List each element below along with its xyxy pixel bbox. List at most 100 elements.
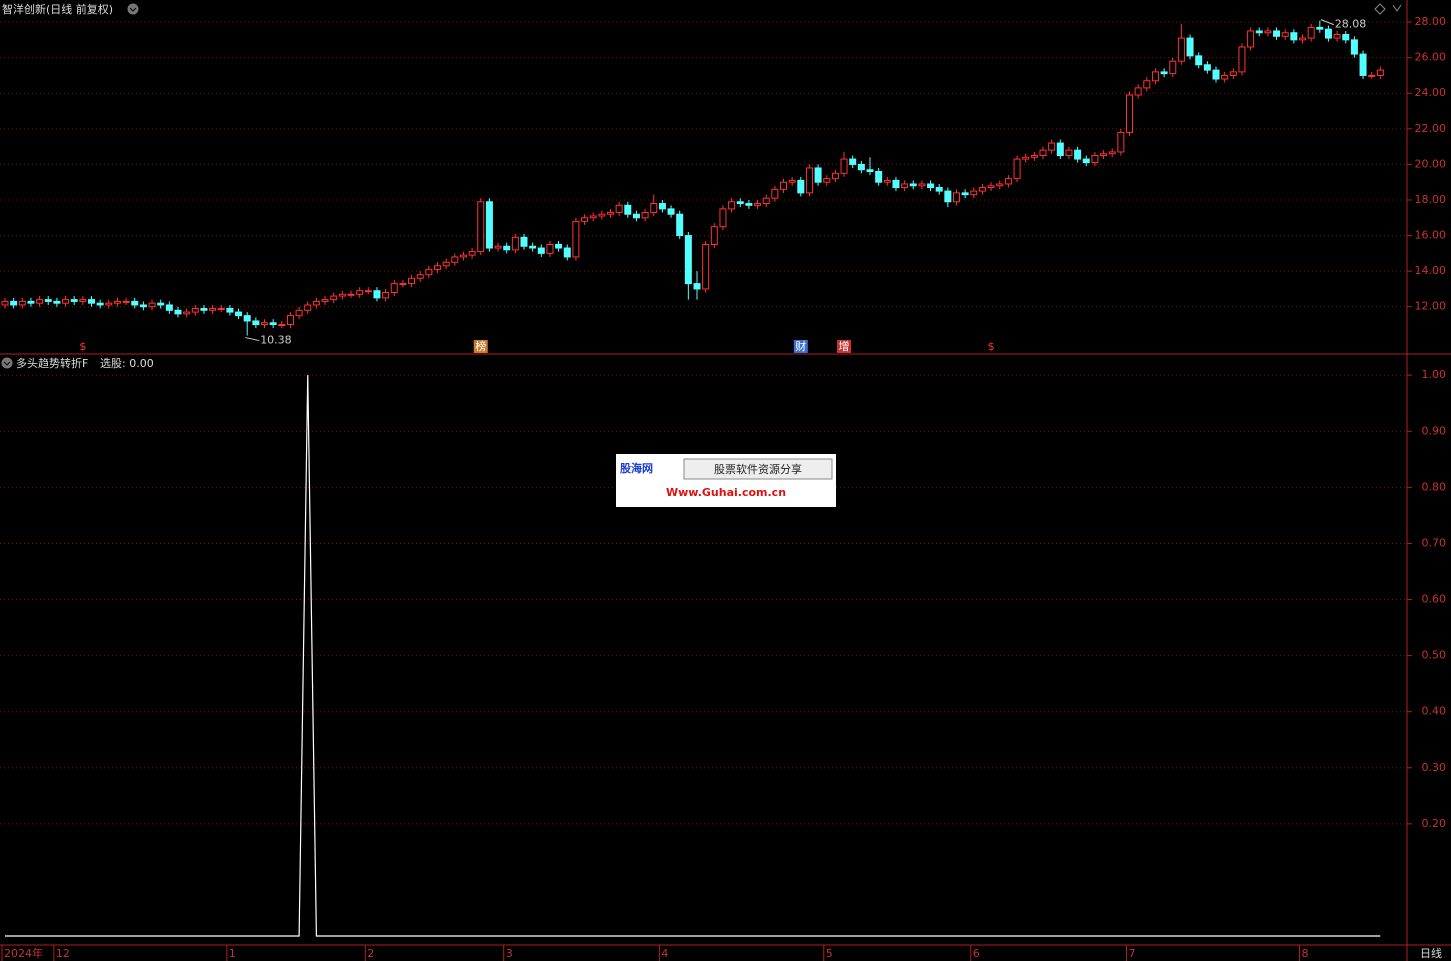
candle-body	[797, 179, 805, 194]
candle-body	[494, 245, 502, 249]
candle-body	[304, 304, 312, 311]
candle-body	[1203, 64, 1211, 71]
candle-body	[27, 300, 35, 304]
candle-body	[1177, 37, 1185, 62]
candle-body	[485, 201, 493, 249]
candle-body	[555, 243, 563, 249]
candle-body	[295, 309, 303, 317]
y-tick-label: 20.00	[1415, 157, 1447, 170]
candle-body	[1048, 142, 1056, 151]
candle-body	[364, 290, 372, 293]
candle-body	[641, 211, 649, 219]
candle-body	[650, 203, 658, 213]
indicator-readout: 选股: 0.00	[100, 357, 154, 370]
candle-body	[434, 265, 441, 270]
candle-body	[1299, 37, 1306, 41]
candle-body	[598, 213, 606, 217]
event-label: 榜	[475, 339, 486, 353]
watermark-url: Www.Guhai.com.cn	[666, 486, 786, 499]
candle-body	[1030, 155, 1038, 158]
y-tick-label: 24.00	[1415, 86, 1447, 99]
candle-body	[1212, 69, 1220, 80]
y-tick-label: 18.00	[1415, 193, 1447, 206]
candle-body	[944, 190, 952, 203]
x-tick-label: 6	[973, 947, 980, 960]
candle-body	[442, 261, 450, 267]
candle-body	[278, 324, 286, 327]
candle-body	[1108, 151, 1116, 155]
candle-body	[62, 299, 70, 304]
candle-body	[70, 299, 78, 302]
candle-body	[312, 300, 320, 306]
candle-body	[1281, 32, 1289, 37]
low-arrow	[245, 337, 260, 342]
candle-body	[1307, 26, 1315, 39]
candle-body	[191, 308, 199, 313]
y-tick-label: 0.90	[1422, 424, 1447, 437]
candle-body	[382, 292, 390, 299]
candle-body	[805, 167, 813, 194]
candle-body	[1229, 71, 1237, 76]
diamond-icon[interactable]	[1374, 3, 1386, 15]
candle-body	[183, 311, 191, 315]
candle-body	[399, 283, 407, 286]
candle-body	[607, 211, 614, 215]
indicator-title: 多头趋势转折F	[16, 356, 88, 370]
y-tick-label: 0.20	[1422, 817, 1447, 830]
dropdown-arrow	[129, 7, 137, 12]
candle-body	[1117, 131, 1125, 153]
candle-body	[1022, 156, 1030, 160]
candle-body	[105, 302, 113, 306]
candle-body	[36, 299, 44, 304]
candle-body	[788, 179, 796, 183]
candle-body	[209, 308, 217, 311]
candle-body	[667, 208, 675, 215]
candle-body	[18, 300, 26, 306]
candle-body	[927, 183, 935, 189]
indicator-line	[5, 375, 1381, 937]
candle-body	[235, 311, 243, 317]
candle-body	[875, 171, 883, 183]
y-tick-label: 26.00	[1415, 51, 1447, 64]
candle-body	[780, 181, 787, 190]
candle-body	[477, 201, 485, 253]
candle-body	[849, 158, 857, 165]
candle-body	[987, 185, 995, 189]
y-tick-label: 22.00	[1415, 122, 1447, 135]
candle-body	[122, 300, 130, 303]
candle-body	[961, 192, 969, 196]
candle-body	[1195, 55, 1203, 66]
candle-body	[1333, 34, 1341, 39]
candle-body	[1350, 39, 1358, 55]
event-label: $	[988, 340, 995, 353]
y-tick-label: 0.60	[1422, 593, 1447, 606]
candle-body	[468, 251, 476, 256]
x-tick-label: 1	[229, 947, 236, 960]
candle-body	[243, 315, 251, 322]
candle-body	[1004, 178, 1012, 185]
high-label: 28.08	[1335, 18, 1367, 31]
candle-body	[261, 322, 268, 326]
candle-body	[53, 300, 61, 304]
candle-body	[217, 308, 225, 311]
candle-body	[165, 304, 173, 311]
x-tick-label: 4	[661, 947, 668, 960]
dropdown-icon[interactable]	[127, 3, 139, 15]
dropdown-icon[interactable]	[1, 357, 13, 369]
candle-body	[451, 256, 459, 263]
candle-body	[762, 197, 770, 205]
y-tick-label: 0.50	[1422, 649, 1447, 662]
event-box	[837, 340, 852, 353]
candle-body	[996, 183, 1004, 187]
candle-body	[1100, 153, 1108, 157]
y-tick-label: 1.00	[1422, 368, 1447, 381]
candle-body	[814, 167, 822, 183]
collapse-icon[interactable]	[1392, 4, 1402, 12]
candle-body	[1264, 30, 1272, 34]
candle-body	[1151, 71, 1159, 82]
low-label: 10.38	[260, 334, 292, 347]
candle-body	[321, 299, 329, 302]
event-label: 增	[839, 339, 850, 353]
candle-body	[658, 203, 666, 210]
